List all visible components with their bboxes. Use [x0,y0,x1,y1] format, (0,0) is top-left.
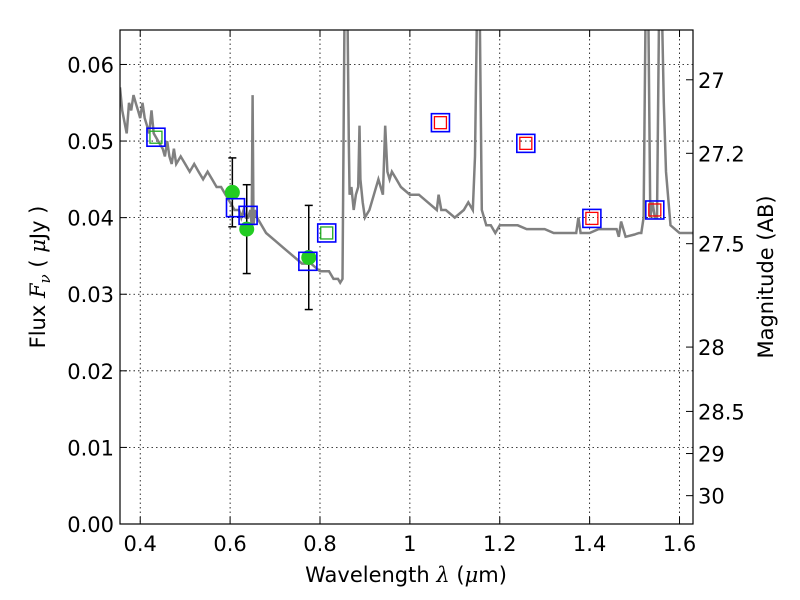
x-tick-label: 0.6 [213,532,246,556]
y2-tick-label: 28.5 [698,400,745,424]
y2-axis-title: Magnitude (AB) [754,195,778,358]
model-photometry-square [298,251,318,272]
observed-flux-point [239,221,255,237]
plot-frame [119,29,694,525]
axis-ticks: 0.4 0.6 0.8 1 1.2 1.4 1.6 0.00 0.01 0.02 0.03 0.04 0… [67,30,745,556]
y-tick-label: 0.02 [67,360,114,384]
plot-area [120,30,693,286]
band-square-marker [433,116,448,130]
model-photometry-square [582,208,602,229]
observed-flux-point [301,249,317,265]
band-square-marker [585,211,599,226]
x-axis-title: Wavelength λ (μm) [305,563,507,587]
model-photometry-square [238,205,258,226]
y2-tick-label: 28 [698,336,725,360]
x-tick-label: 1.2 [483,532,516,556]
y-axis-title: Flux Fν ( μJy ) [26,206,54,349]
observed-flux-point [224,184,240,200]
sed-model-line [120,30,693,286]
model-photometry-square [316,223,337,243]
x-tick-label: 0.8 [303,532,336,556]
y2-tick-label: 27.2 [698,142,745,166]
model-photometry-square [644,200,665,220]
markers-layer [146,112,665,311]
y2-tick-label: 30 [698,485,725,509]
y-tick-label: 0.04 [67,207,114,231]
y2-tick-label: 27.5 [698,233,745,257]
band-square-marker [648,203,662,217]
x-tick-label: 1 [403,532,416,556]
y-tick-label: 0.00 [67,513,114,537]
y-tick-label: 0.05 [67,130,114,154]
band-square-marker [519,136,533,151]
model-photometry-square [146,127,166,148]
band-square-marker [320,226,334,240]
x-tick-label: 1.4 [573,532,606,556]
model-photometry-square [225,197,246,218]
model-photometry-square [430,112,451,133]
y-tick-label: 0.03 [67,283,114,307]
y2-tick-label: 29 [698,443,725,467]
band-square-marker [149,130,163,144]
y-tick-label: 0.06 [67,53,114,77]
y2-tick-label: 27 [698,69,725,93]
model-photometry-square [516,133,536,154]
x-tick-label: 0.4 [124,532,157,556]
x-tick-label: 1.6 [663,532,696,556]
y-tick-label: 0.01 [67,436,114,460]
